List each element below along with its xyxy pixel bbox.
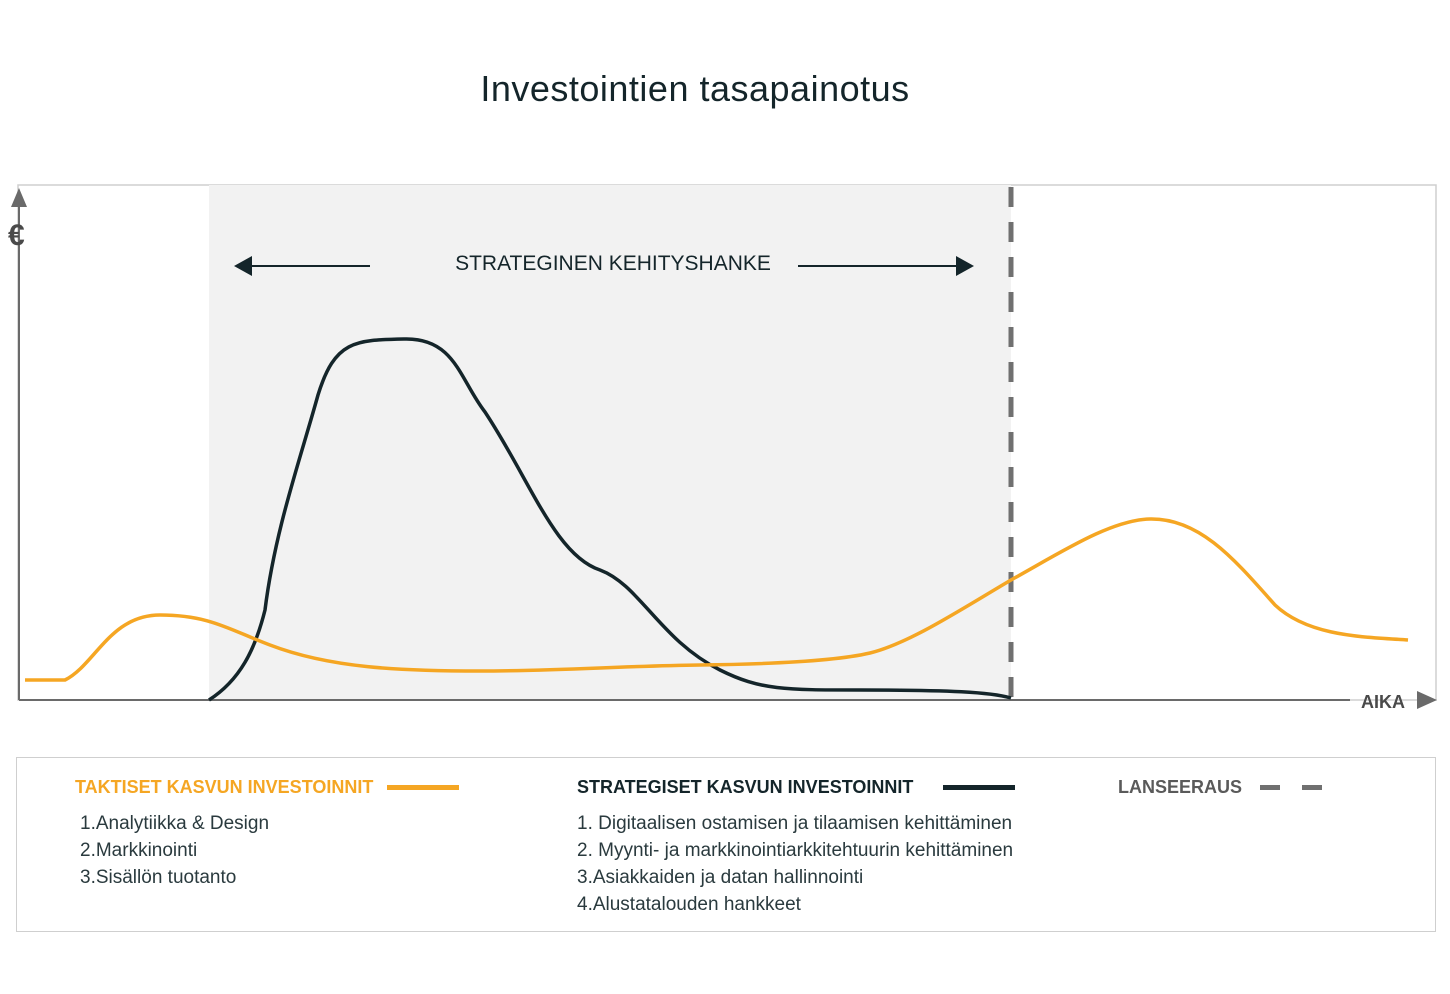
legend-strategic: STRATEGISET KASVUN INVESTOINNIT 1. Digit…	[577, 776, 1016, 918]
launch-dash-swatch-icon	[1260, 784, 1281, 790]
arrow-right-icon	[956, 256, 974, 276]
legend-launch-title: LANSEERAUS	[1118, 776, 1243, 797]
arrow-left-icon	[234, 256, 252, 276]
legend-tactical-item: 1.Analytiikka & Design	[80, 813, 270, 834]
legend-strategic-title: STRATEGISET KASVUN INVESTOINNIT	[577, 776, 914, 797]
y-axis-arrow-icon	[11, 188, 27, 207]
x-axis-label: AIKA	[1361, 692, 1405, 712]
x-axis-arrow-icon	[1417, 691, 1437, 709]
legend-strategic-item: 2. Myynti- ja markkinointiarkkitehtuurin…	[577, 840, 1014, 861]
legend-tactical-item: 3.Sisällön tuotanto	[80, 867, 237, 888]
legend-tactical: TAKTISET KASVUN INVESTOINNIT 1.Analytiik…	[75, 776, 460, 891]
tactical-investment-curve	[25, 517, 1409, 682]
legend-box: TAKTISET KASVUN INVESTOINNIT 1.Analytiik…	[16, 757, 1436, 932]
strategic-investment-curve	[208, 337, 1012, 702]
tactical-line-swatch-icon	[387, 784, 460, 790]
page-title: Investointien tasapainotus	[480, 68, 910, 109]
legend-strategic-item: 4.Alustatalouden hankkeet	[577, 894, 801, 915]
legend-launch: LANSEERAUS	[1118, 776, 1323, 798]
strategic-line-swatch-icon	[943, 784, 1016, 790]
legend-tactical-title: TAKTISET KASVUN INVESTOINNIT	[75, 776, 374, 797]
y-axis-label: €	[8, 219, 25, 252]
legend-tactical-item: 2.Markkinointi	[80, 840, 198, 861]
strategic-phase-area	[209, 185, 1011, 700]
legend-strategic-item: 1. Digitaalisen ostamisen ja tilaamisen …	[577, 813, 1013, 834]
launch-dash-swatch-icon	[1302, 784, 1323, 790]
legend-strategic-item: 3.Asiakkaiden ja datan hallinnointi	[577, 867, 864, 888]
phase-label: STRATEGINEN KEHITYSHANKE	[455, 252, 771, 275]
